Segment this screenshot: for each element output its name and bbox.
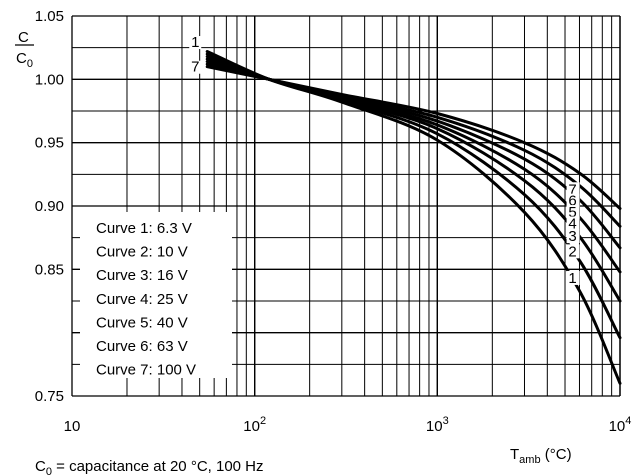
legend-box: [80, 212, 232, 378]
curve-5: [205, 60, 622, 250]
x-axis-label: Tamb (°C): [510, 446, 572, 466]
curve-end-label: 1: [568, 270, 576, 287]
curve-end-label-bg: [566, 205, 580, 220]
curve-start-label-bg: [189, 60, 202, 74]
curve-start-label-bg: [189, 36, 202, 50]
curve-start-label: 1: [191, 34, 199, 51]
curve-end-label-bg: [566, 216, 580, 231]
curves: [205, 50, 622, 385]
legend-entry: Curve 7: 100 V: [96, 362, 196, 379]
curve-end-label-bg: [566, 270, 580, 285]
y-tick-label: 1.05: [35, 8, 64, 25]
y-tick-label: 0.75: [35, 388, 64, 405]
curve-7: [205, 65, 622, 210]
legend-entry: Curve 3: 16 V: [96, 267, 188, 284]
curve-6: [205, 62, 622, 228]
caption: C0 = capacitance at 20 °C, 100 Hz: [35, 458, 264, 475]
legend-entry: Curve 4: 25 V: [96, 291, 188, 308]
curve-end-label: 4: [568, 215, 576, 232]
curve-end-label: 7: [568, 181, 576, 198]
legend-entry: Curve 5: 40 V: [96, 314, 188, 331]
y-axis-label-numerator: C: [18, 29, 29, 46]
curve-4: [205, 57, 622, 274]
curve-end-label: 5: [568, 204, 576, 221]
curve-end-label: 2: [568, 243, 576, 260]
x-tick-label: 104: [609, 415, 632, 435]
legend: Curve 1: 6.3 V Curve 2: 10 V Curve 3: 16 V…: [80, 212, 232, 379]
curve-end-label-bg: [566, 244, 580, 259]
curve-3: [205, 55, 622, 303]
legend-entries: Curve 1: 6.3 V Curve 2: 10 V Curve 3: 16 V…: [96, 220, 196, 379]
curve-end-label: 6: [568, 193, 576, 210]
legend-entry: Curve 6: 63 V: [96, 338, 188, 355]
x-tick-label: 102: [243, 415, 266, 435]
tick-labels: 0.75 0.85 0.90 0.95 1.00 1.05 10 102 103 104: [35, 8, 632, 435]
curve-end-label-bg: [566, 182, 580, 197]
curve-end-label: 3: [568, 228, 576, 245]
curve-end-label-bg: [566, 193, 580, 208]
curve-1: [205, 50, 622, 385]
y-tick-label: 0.85: [35, 261, 64, 278]
y-tick-label: 1.00: [35, 71, 64, 88]
curve-end-label-bg: [566, 229, 580, 244]
y-tick-label: 0.90: [35, 198, 64, 215]
legend-entry: Curve 2: 10 V: [96, 244, 188, 261]
grid: [71, 15, 621, 397]
legend-entry: Curve 1: 6.3 V: [96, 220, 192, 237]
y-tick-label: 0.95: [35, 135, 64, 152]
x-tick-label: 103: [426, 415, 449, 435]
y-axis-label: C C0: [15, 29, 34, 70]
y-axis-label-denominator: C0: [16, 50, 33, 70]
curve-start-label: 7: [191, 59, 199, 76]
x-tick-label: 10: [64, 418, 81, 435]
